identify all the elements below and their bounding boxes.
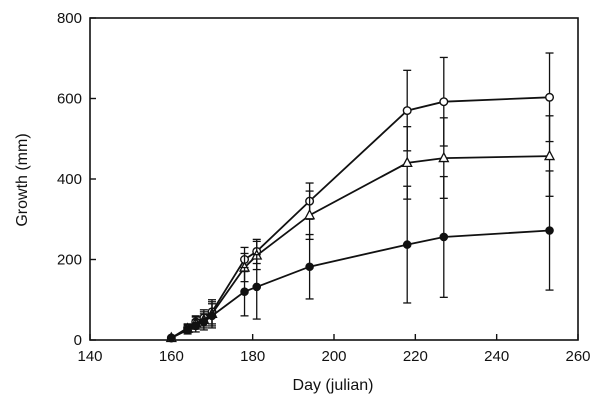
- series-2: [165, 115, 556, 343]
- series-line: [170, 155, 550, 339]
- x-tick-label: 200: [321, 348, 346, 365]
- series-line: [170, 96, 550, 339]
- data-point: [439, 232, 449, 242]
- x-tick-label: 240: [484, 348, 509, 365]
- x-tick-label: 140: [77, 348, 102, 365]
- y-tick-label: 0: [74, 332, 82, 349]
- axes: 140 160 180 200 220 240 260 0 200 400 600 800: [57, 10, 591, 365]
- y-tick-label: 200: [57, 252, 82, 269]
- data-point: [402, 106, 412, 116]
- x-tick-label: 180: [240, 348, 265, 365]
- data-point: [305, 262, 314, 272]
- x-tick-label: 260: [565, 348, 590, 365]
- x-tick-label: 220: [403, 348, 428, 365]
- data-point: [191, 321, 201, 331]
- y-tick-label: 800: [57, 10, 82, 27]
- data-point: [401, 156, 413, 168]
- data-point: [545, 226, 554, 235]
- data-point: [439, 97, 449, 107]
- data-point: [167, 333, 176, 343]
- data-point: [207, 311, 217, 321]
- x-tick-label: 160: [159, 348, 184, 365]
- series-line: [170, 229, 550, 339]
- y-tick-label: 600: [57, 91, 82, 108]
- y-tick-label: 400: [57, 171, 82, 188]
- data-point: [252, 282, 262, 292]
- data-point: [543, 149, 556, 161]
- data-point: [240, 287, 249, 297]
- series-3: [167, 170, 554, 343]
- x-axis-label: Day (julian): [293, 377, 374, 394]
- plot-area: [165, 52, 556, 343]
- data-point: [199, 317, 209, 327]
- y-axis-label: Growth (mm): [14, 133, 31, 226]
- data-point: [545, 92, 555, 102]
- data-point: [183, 325, 192, 335]
- data-point: [402, 240, 412, 249]
- data-point: [304, 208, 316, 220]
- data-point: [438, 151, 450, 163]
- series-1: [166, 52, 555, 343]
